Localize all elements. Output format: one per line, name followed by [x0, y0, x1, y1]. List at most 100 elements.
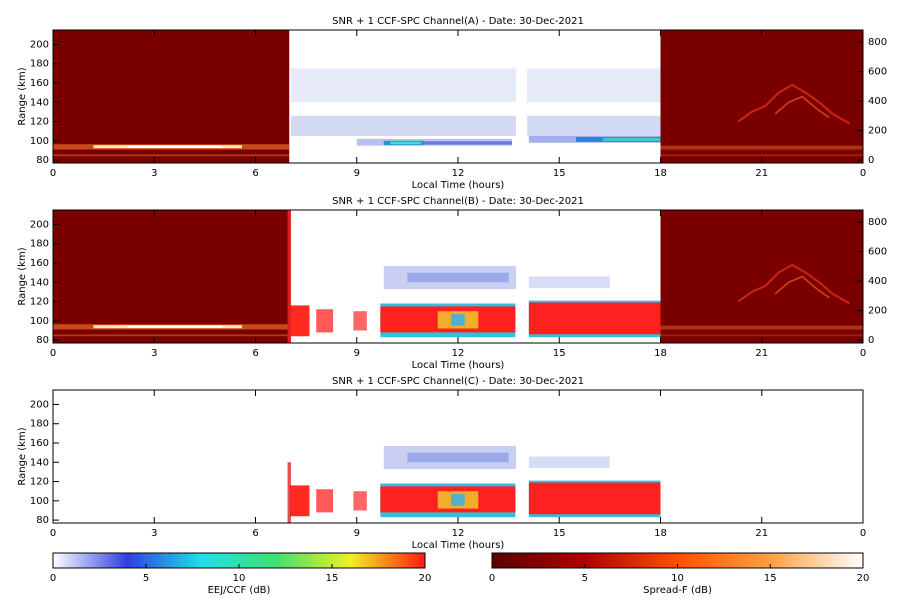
- y-axis-label: Range (km): [17, 247, 28, 305]
- y-tick-label: 200: [30, 399, 49, 410]
- image-patch: [353, 491, 367, 511]
- y-tick-label: 160: [30, 438, 49, 449]
- x-tick-label: 6: [252, 168, 258, 179]
- image-patch: [383, 265, 526, 290]
- image-patch: [290, 115, 661, 137]
- image-patch: [603, 137, 661, 141]
- y-tick-label: 100: [30, 316, 49, 327]
- image-patch: [528, 456, 610, 469]
- image-patch: [53, 30, 290, 163]
- x-axis-label: Local Time (hours): [412, 540, 505, 551]
- chart-title: SNR + 1 CCF-SPC Channel(A) - Date: 30-De…: [332, 16, 584, 27]
- colorbar-label: Spread-F (dB): [643, 585, 712, 596]
- y-tick-label: 180: [30, 59, 49, 70]
- image-patch: [528, 276, 610, 289]
- y-tick-label: 100: [30, 496, 49, 507]
- y-tick-label: 80: [36, 335, 49, 346]
- y-tick-label: 140: [30, 457, 49, 468]
- image-patch: [660, 145, 863, 150]
- x-tick-label: 12: [452, 168, 465, 179]
- x-tick-label: 0: [50, 528, 56, 539]
- heatmap-image: [53, 210, 863, 343]
- image-patch: [287, 210, 291, 343]
- y-axis-label: Range (km): [17, 427, 28, 485]
- colorbar-tick-label: 10: [233, 573, 246, 584]
- x-tick-label: 15: [553, 528, 566, 539]
- colorbar-tick-label: 0: [489, 573, 495, 584]
- y2-tick-label: 600: [868, 67, 887, 78]
- image-patch: [383, 445, 526, 470]
- image-patch: [516, 210, 528, 343]
- colorbar-tick-label: 15: [326, 573, 339, 584]
- image-patch: [127, 325, 222, 328]
- x-tick-label: 18: [654, 168, 667, 179]
- y-tick-label: 120: [30, 297, 49, 308]
- x-tick-label: 0: [50, 168, 56, 179]
- y-tick-label: 80: [36, 155, 49, 166]
- y2-tick-label: 0: [868, 335, 874, 346]
- x-tick-label: 0: [50, 348, 56, 359]
- y-axis-label: Range (km): [17, 67, 28, 125]
- x-tick-label: 21: [755, 348, 768, 359]
- y2-tick-label: 0: [868, 155, 874, 166]
- x-tick-label: 18: [654, 528, 667, 539]
- colorbar-tick-label: 5: [143, 573, 149, 584]
- image-patch: [407, 272, 509, 283]
- image-patch: [287, 462, 291, 523]
- y2-tick-label: 800: [868, 217, 887, 228]
- x-tick-label: 21: [755, 528, 768, 539]
- y2-tick-label: 400: [868, 96, 887, 107]
- y2-tick-label: 200: [868, 306, 887, 317]
- image-patch: [528, 302, 661, 335]
- image-patch: [737, 263, 850, 305]
- x-tick-label: 6: [252, 528, 258, 539]
- y-tick-label: 100: [30, 136, 49, 147]
- y-tick-label: 140: [30, 97, 49, 108]
- x-tick-label: 9: [354, 168, 360, 179]
- colorbar-tick-label: 0: [50, 573, 56, 584]
- x-tick-label: 0: [860, 528, 866, 539]
- x-tick-label: 0: [860, 348, 866, 359]
- image-patch: [289, 485, 310, 517]
- y-tick-label: 200: [30, 39, 49, 50]
- image-patch: [774, 275, 830, 299]
- y-tick-label: 80: [36, 515, 49, 526]
- image-patch: [316, 309, 334, 333]
- colorbar-tick-label: 10: [671, 573, 684, 584]
- image-patch: [53, 334, 290, 337]
- x-tick-label: 3: [151, 168, 157, 179]
- x-tick-label: 21: [755, 168, 768, 179]
- y-tick-label: 200: [30, 219, 49, 230]
- image-patch: [289, 305, 310, 337]
- y-tick-label: 120: [30, 477, 49, 488]
- colorbar-tick-label: 15: [764, 573, 777, 584]
- x-tick-label: 3: [151, 348, 157, 359]
- y2-tick-label: 400: [868, 276, 887, 287]
- colorbar-tick-label: 20: [857, 573, 870, 584]
- x-tick-label: 6: [252, 348, 258, 359]
- x-axis-label: Local Time (hours): [412, 180, 505, 191]
- y-tick-label: 180: [30, 419, 49, 430]
- x-tick-label: 12: [452, 528, 465, 539]
- image-patch: [528, 482, 661, 515]
- colorbar-label: EEJ/CCF (dB): [208, 585, 271, 596]
- heatmap-image: [287, 390, 661, 523]
- y2-tick-label: 200: [868, 126, 887, 137]
- image-patch: [516, 30, 528, 163]
- y-tick-label: 160: [30, 78, 49, 89]
- image-patch: [407, 452, 509, 463]
- y-tick-label: 160: [30, 258, 49, 269]
- heatmap-image: [53, 30, 863, 163]
- x-tick-label: 15: [553, 168, 566, 179]
- image-patch: [290, 68, 661, 103]
- x-tick-label: 18: [654, 348, 667, 359]
- x-axis-label: Local Time (hours): [412, 360, 505, 371]
- y-tick-label: 140: [30, 277, 49, 288]
- x-tick-label: 9: [354, 348, 360, 359]
- image-patch: [451, 314, 465, 326]
- image-patch: [516, 390, 528, 523]
- image-patch: [390, 141, 421, 145]
- image-patch: [353, 311, 367, 331]
- image-patch: [316, 489, 334, 513]
